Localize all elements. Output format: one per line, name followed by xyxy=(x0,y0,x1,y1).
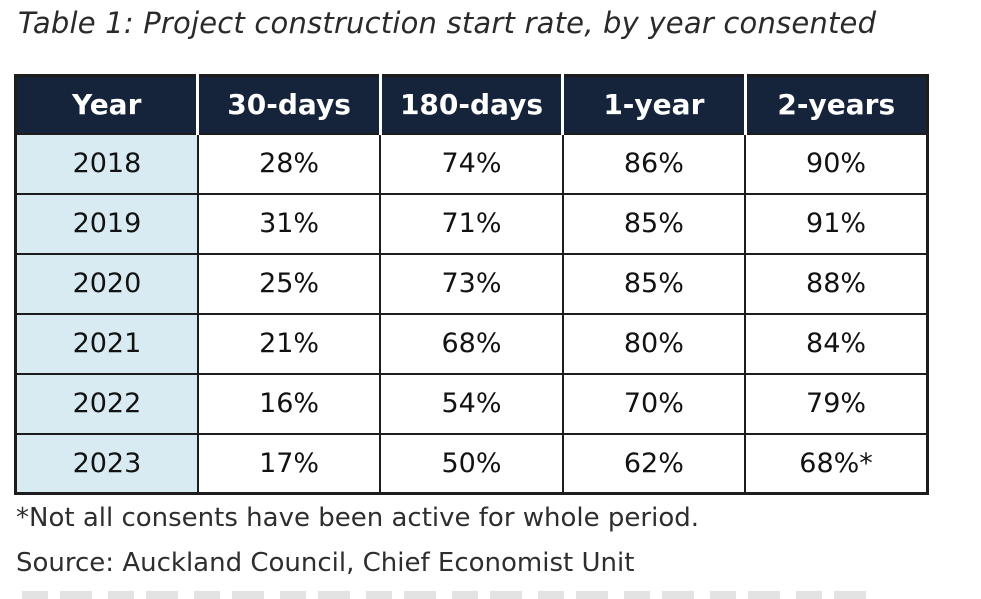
value-cell: 28% xyxy=(196,132,382,195)
year-cell: 2020 xyxy=(14,252,199,315)
figure-title: Table 1: Project construction start rate… xyxy=(18,6,877,40)
value-cell: 71% xyxy=(379,192,564,255)
value-cell: 90% xyxy=(744,132,929,195)
value-cell: 50% xyxy=(379,432,564,495)
year-cell: 2023 xyxy=(14,432,199,495)
value-cell: 25% xyxy=(196,252,382,315)
construction-start-rate-table: Year 30-days 180-days 1-year 2-years 2018 28%… xyxy=(14,74,929,495)
footnote-asterisk: *Not all consents have been active for w… xyxy=(16,503,699,533)
value-cell: 80% xyxy=(561,312,747,375)
table-row: 2023 17% 50% 62% 68%* xyxy=(14,432,929,495)
column-header-1-year: 1-year xyxy=(561,75,746,135)
year-cell: 2018 xyxy=(14,132,199,195)
value-cell: 74% xyxy=(379,132,564,195)
year-cell: 2022 xyxy=(14,372,199,435)
value-cell: 73% xyxy=(379,252,564,315)
value-cell: 54% xyxy=(379,372,564,435)
footnote-source: Source: Auckland Council, Chief Economis… xyxy=(16,548,635,578)
table-row: 2019 31% 71% 85% 91% xyxy=(14,192,929,255)
value-cell: 79% xyxy=(744,372,929,435)
value-cell: 84% xyxy=(744,312,929,375)
value-cell: 16% xyxy=(196,372,382,435)
year-cell: 2021 xyxy=(14,312,199,375)
value-cell: 62% xyxy=(561,432,747,495)
column-header-year: Year xyxy=(15,75,198,135)
value-cell: 86% xyxy=(561,132,747,195)
year-cell: 2019 xyxy=(14,192,199,255)
table-row: 2020 25% 73% 85% 88% xyxy=(14,252,929,315)
value-cell: 85% xyxy=(561,192,747,255)
clipped-text-remnant xyxy=(22,591,882,599)
column-header-180-days: 180-days xyxy=(378,75,563,135)
column-header-2-years: 2-years xyxy=(743,75,928,135)
value-cell: 68% xyxy=(379,312,564,375)
value-cell: 31% xyxy=(196,192,382,255)
table-row: 2022 16% 54% 70% 79% xyxy=(14,372,929,435)
header-row: Year 30-days 180-days 1-year 2-years xyxy=(15,75,928,135)
value-cell: 91% xyxy=(744,192,929,255)
value-cell: 85% xyxy=(561,252,747,315)
table-row: 2021 21% 68% 80% 84% xyxy=(14,312,929,375)
table-body: 2018 28% 74% 86% 90% 2019 31% 71% 85% 91% 2020 25% 7… xyxy=(14,132,929,495)
value-cell: 88% xyxy=(744,252,929,315)
value-cell: 17% xyxy=(196,432,382,495)
table-row: 2018 28% 74% 86% 90% xyxy=(14,132,929,195)
column-header-30-days: 30-days xyxy=(196,75,381,135)
value-cell: 68%* xyxy=(744,432,929,495)
value-cell: 21% xyxy=(196,312,382,375)
value-cell: 70% xyxy=(561,372,747,435)
table-header: Year 30-days 180-days 1-year 2-years xyxy=(15,75,928,135)
